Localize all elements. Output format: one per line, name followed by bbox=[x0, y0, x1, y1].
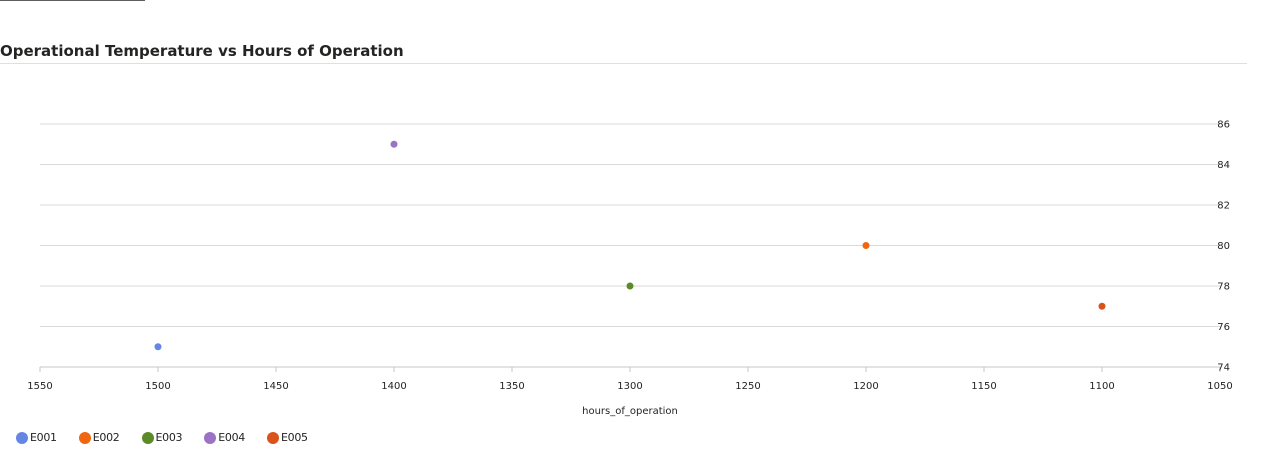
legend-label: E005 bbox=[281, 431, 308, 444]
y-tick-label: 82 bbox=[1217, 201, 1230, 212]
x-tick-label: 1150 bbox=[971, 381, 996, 392]
y-axis-ticks: 74 76 78 80 82 84 86 bbox=[1217, 120, 1230, 374]
x-tick-label: 1550 bbox=[27, 381, 52, 392]
legend-label: E001 bbox=[30, 431, 57, 444]
legend-item-e001[interactable]: E001 bbox=[16, 431, 57, 444]
legend-marker bbox=[267, 431, 279, 444]
legend: E001 E002 E003 E004 E005 bbox=[16, 431, 330, 444]
y-tick-label: 78 bbox=[1217, 282, 1230, 293]
y-tick-label: 86 bbox=[1217, 120, 1230, 131]
data-points bbox=[154, 140, 1106, 351]
x-tick-label: 1350 bbox=[499, 381, 524, 392]
legend-item-e005[interactable]: E005 bbox=[267, 431, 308, 444]
gridlines bbox=[39, 123, 1221, 372]
legend-item-e004[interactable]: E004 bbox=[204, 431, 245, 444]
legend-marker bbox=[78, 431, 91, 444]
x-tick-label: 1250 bbox=[735, 381, 760, 392]
x-tick-label: 1500 bbox=[145, 381, 170, 392]
legend-marker bbox=[16, 431, 28, 444]
x-tick-label: 1400 bbox=[381, 381, 406, 392]
legend-item-e002[interactable]: E002 bbox=[78, 431, 120, 444]
x-tick-label: 1050 bbox=[1207, 381, 1232, 392]
legend-label: E003 bbox=[155, 431, 183, 444]
x-tick-label: 1300 bbox=[617, 381, 642, 392]
legend-marker bbox=[141, 431, 154, 444]
x-tick-label: 1450 bbox=[263, 381, 288, 392]
x-tick-label: 1100 bbox=[1089, 381, 1114, 392]
y-tick-label: 74 bbox=[1217, 363, 1230, 374]
data-point-e004[interactable] bbox=[390, 140, 398, 148]
x-tick-label: 1200 bbox=[853, 381, 878, 392]
legend-item-e003[interactable]: E003 bbox=[141, 431, 183, 444]
chart-title: Operational Temperature vs Hours of Oper… bbox=[0, 42, 404, 60]
legend-marker bbox=[204, 431, 217, 444]
page-tab-indicator bbox=[0, 0, 145, 1]
data-point-e003[interactable] bbox=[626, 282, 634, 290]
legend-label: E002 bbox=[92, 431, 120, 444]
data-point-e002[interactable] bbox=[862, 242, 870, 249]
x-axis-title: hours_of_operation bbox=[582, 406, 678, 417]
legend-label: E004 bbox=[218, 431, 245, 444]
data-point-e001[interactable] bbox=[154, 343, 162, 351]
y-tick-label: 84 bbox=[1217, 160, 1230, 171]
title-divider bbox=[0, 63, 1247, 64]
y-tick-label: 80 bbox=[1217, 241, 1230, 252]
x-axis-ticks: 1550 1500 1450 1400 1350 1300 1250 1200 1150 1100… bbox=[27, 381, 1232, 392]
y-tick-label: 76 bbox=[1217, 322, 1230, 333]
data-point-e005[interactable] bbox=[1098, 302, 1106, 310]
